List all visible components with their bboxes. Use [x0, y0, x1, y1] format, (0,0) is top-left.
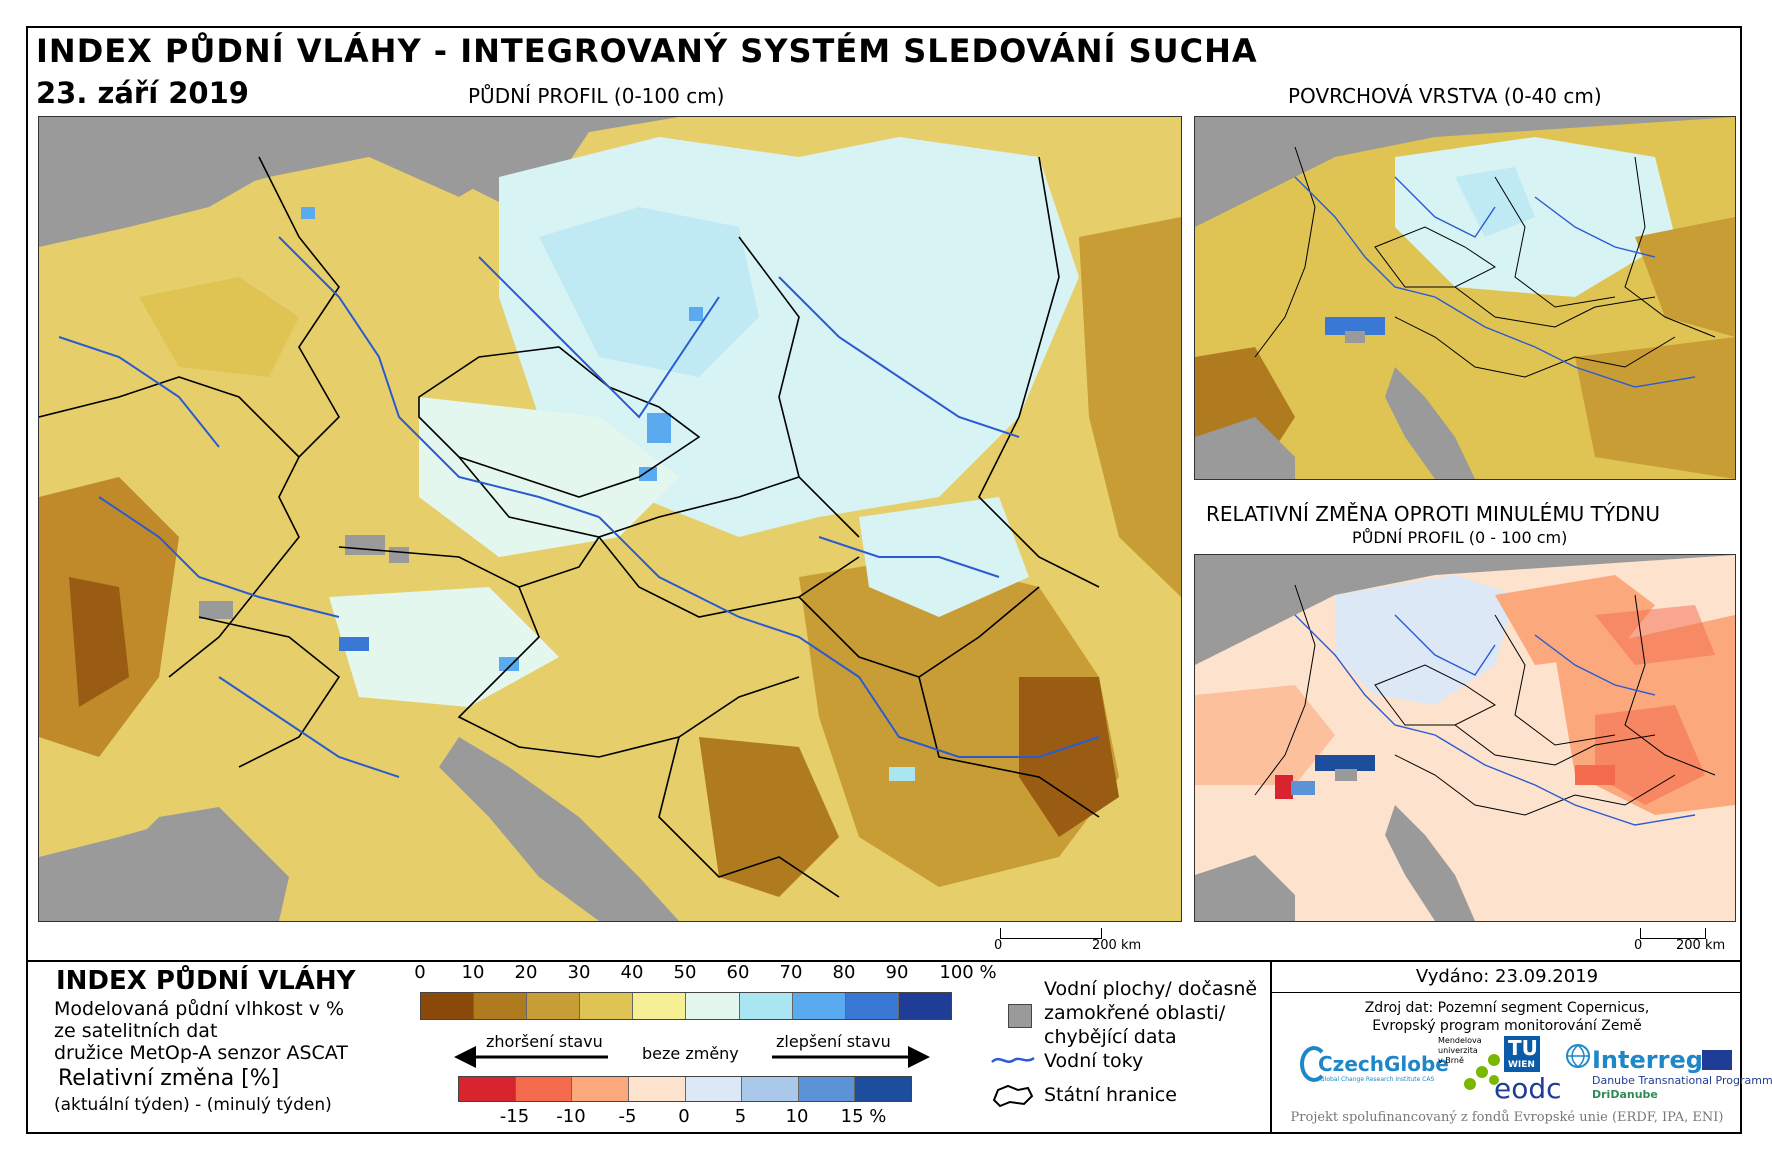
tu-wien-label: TU [1508, 1036, 1538, 1060]
tu-wien-sub: WIEN [1508, 1060, 1535, 1070]
main-scale-end: 200 km [1092, 938, 1142, 953]
change-arrows [454, 1046, 930, 1068]
index-swatch-7 [792, 993, 846, 1019]
rivers-label: Vodní toky [1044, 1050, 1144, 1072]
worsening-label: zhoršení stavu [486, 1032, 603, 1051]
main-soil-moisture-map [38, 116, 1182, 922]
legend-desc-3: družice MetOp-A senzor ASCAT [54, 1042, 348, 1064]
relative-change-map [1194, 554, 1736, 922]
change-tick-5: 10 [785, 1106, 809, 1127]
index-tick-0: 0 [414, 962, 426, 983]
change-swatch-7 [855, 1077, 911, 1101]
change-map-graphic [1195, 555, 1735, 921]
change-swatch-5 [742, 1077, 799, 1101]
no-change-label: beze změny [642, 1044, 739, 1063]
change-tick-2: -5 [618, 1106, 637, 1127]
surface-map-graphic [1195, 117, 1735, 479]
mendel-logo-1: Mendelova [1438, 1036, 1482, 1045]
data-source-1: Zdroj dat: Pozemní segment Copernicus, [1364, 1000, 1650, 1016]
main-scale-zero: 0 [994, 938, 1003, 953]
index-tick-4: 40 [620, 962, 644, 983]
czechglobe-logo-sub: Global Change Research Institute CAS [1320, 1076, 1435, 1083]
change-swatch-1 [515, 1077, 573, 1101]
interreg-sub-1: Danube Transnational Programme [1592, 1074, 1772, 1087]
index-tick-1: 10 [461, 962, 485, 983]
change-legend-title: Relativní změna [%] [58, 1066, 280, 1091]
small-scale-end: 200 km [1676, 938, 1726, 953]
improvement-label: zlepšení stavu [776, 1032, 891, 1051]
main-map-graphic [39, 117, 1181, 921]
issued-date: Vydáno: 23.09.2019 [1415, 966, 1599, 987]
tu-wien-logo [1504, 1036, 1540, 1072]
legend-divider [26, 960, 1742, 962]
index-swatch-5 [686, 993, 740, 1019]
interreg-logo: Interreg [1592, 1046, 1703, 1074]
mendel-logo-3: v Brně [1438, 1056, 1464, 1065]
surface-layer-map [1194, 116, 1736, 480]
index-swatch-2 [527, 993, 581, 1019]
index-swatch-3 [580, 993, 634, 1019]
czechglobe-logo: CzechGlobe [1318, 1052, 1449, 1076]
change-tick-0: -15 [499, 1106, 530, 1127]
change-tick-1: -10 [556, 1106, 586, 1127]
borders-label: Státní hranice [1044, 1084, 1177, 1106]
index-swatch-8 [845, 993, 899, 1019]
legend-desc-2: ze satelitních dat [54, 1020, 218, 1042]
index-swatch-1 [474, 993, 528, 1019]
index-tick-5: 50 [673, 962, 697, 983]
index-tick-8: 80 [832, 962, 856, 983]
funding-note: Projekt spolufinancovaný z fondů Evropsk… [1290, 1110, 1724, 1125]
czechglobe-logo-icon [1300, 1046, 1328, 1082]
footer-divider [1270, 960, 1272, 1134]
index-colorbar [420, 992, 952, 1020]
water-label-3: chybějící data [1044, 1026, 1177, 1048]
change-swatch-2 [572, 1077, 629, 1101]
interreg-globe-icon [1566, 1044, 1590, 1068]
water-area-swatch [1008, 1004, 1032, 1028]
water-label-1: Vodní plochy/ dočasně [1044, 978, 1258, 1000]
water-label-2: zamokřené oblasti/ [1044, 1002, 1226, 1024]
index-tick-10: 100 % [939, 962, 997, 983]
main-map-caption: PŮDNÍ PROFIL (0-100 cm) [468, 84, 725, 108]
eodc-logo: eodc [1494, 1072, 1562, 1105]
legend-desc-1: Modelovaná půdní vlhkost v % [54, 998, 345, 1020]
issued-divider [1270, 992, 1742, 993]
index-swatch-0 [421, 993, 475, 1019]
small-scale-bar [1640, 928, 1706, 939]
change-swatch-0 [459, 1077, 516, 1101]
small-scale-zero: 0 [1634, 938, 1643, 953]
river-symbol-icon [991, 1056, 1035, 1063]
border-symbol-icon [992, 1084, 1034, 1108]
change-swatch-6 [798, 1077, 856, 1101]
eu-flag-icon [1702, 1050, 1732, 1070]
index-swatch-9 [898, 993, 951, 1019]
interreg-sub-2: DriDanube [1592, 1088, 1658, 1101]
index-swatch-4 [633, 993, 687, 1019]
index-swatch-6 [739, 993, 793, 1019]
surface-map-caption: POVRCHOVÁ VRSTVA (0-40 cm) [1288, 84, 1602, 108]
index-tick-6: 60 [726, 962, 750, 983]
change-tick-3: 0 [678, 1106, 690, 1127]
change-map-caption: RELATIVNÍ ZMĚNA OPROTI MINULÉMU TÝDNU [1206, 502, 1661, 526]
change-tick-6: 15 % [840, 1106, 887, 1127]
index-tick-7: 70 [779, 962, 803, 983]
change-map-subcaption: PŮDNÍ PROFIL (0 - 100 cm) [1352, 528, 1568, 547]
index-tick-9: 90 [885, 962, 909, 983]
data-source-2: Evropský program monitorování Země [1372, 1018, 1642, 1034]
main-scale-bar [1000, 928, 1102, 939]
page-title: INDEX PŮDNÍ VLÁHY - INTEGROVANÝ SYSTÉM S… [36, 32, 1258, 70]
change-tick-4: 5 [734, 1106, 747, 1127]
mendel-dots-icon [1464, 1054, 1500, 1090]
index-tick-3: 30 [567, 962, 591, 983]
map-date: 23. září 2019 [36, 76, 249, 110]
change-legend-desc: (aktuální týden) - (minulý týden) [54, 1095, 332, 1115]
legend-title: INDEX PŮDNÍ VLÁHY [56, 966, 356, 996]
change-swatch-4 [685, 1077, 743, 1101]
change-colorbar [458, 1076, 912, 1102]
change-swatch-3 [628, 1077, 686, 1101]
index-tick-2: 20 [514, 962, 538, 983]
mendel-logo-2: univerzita [1438, 1046, 1478, 1055]
